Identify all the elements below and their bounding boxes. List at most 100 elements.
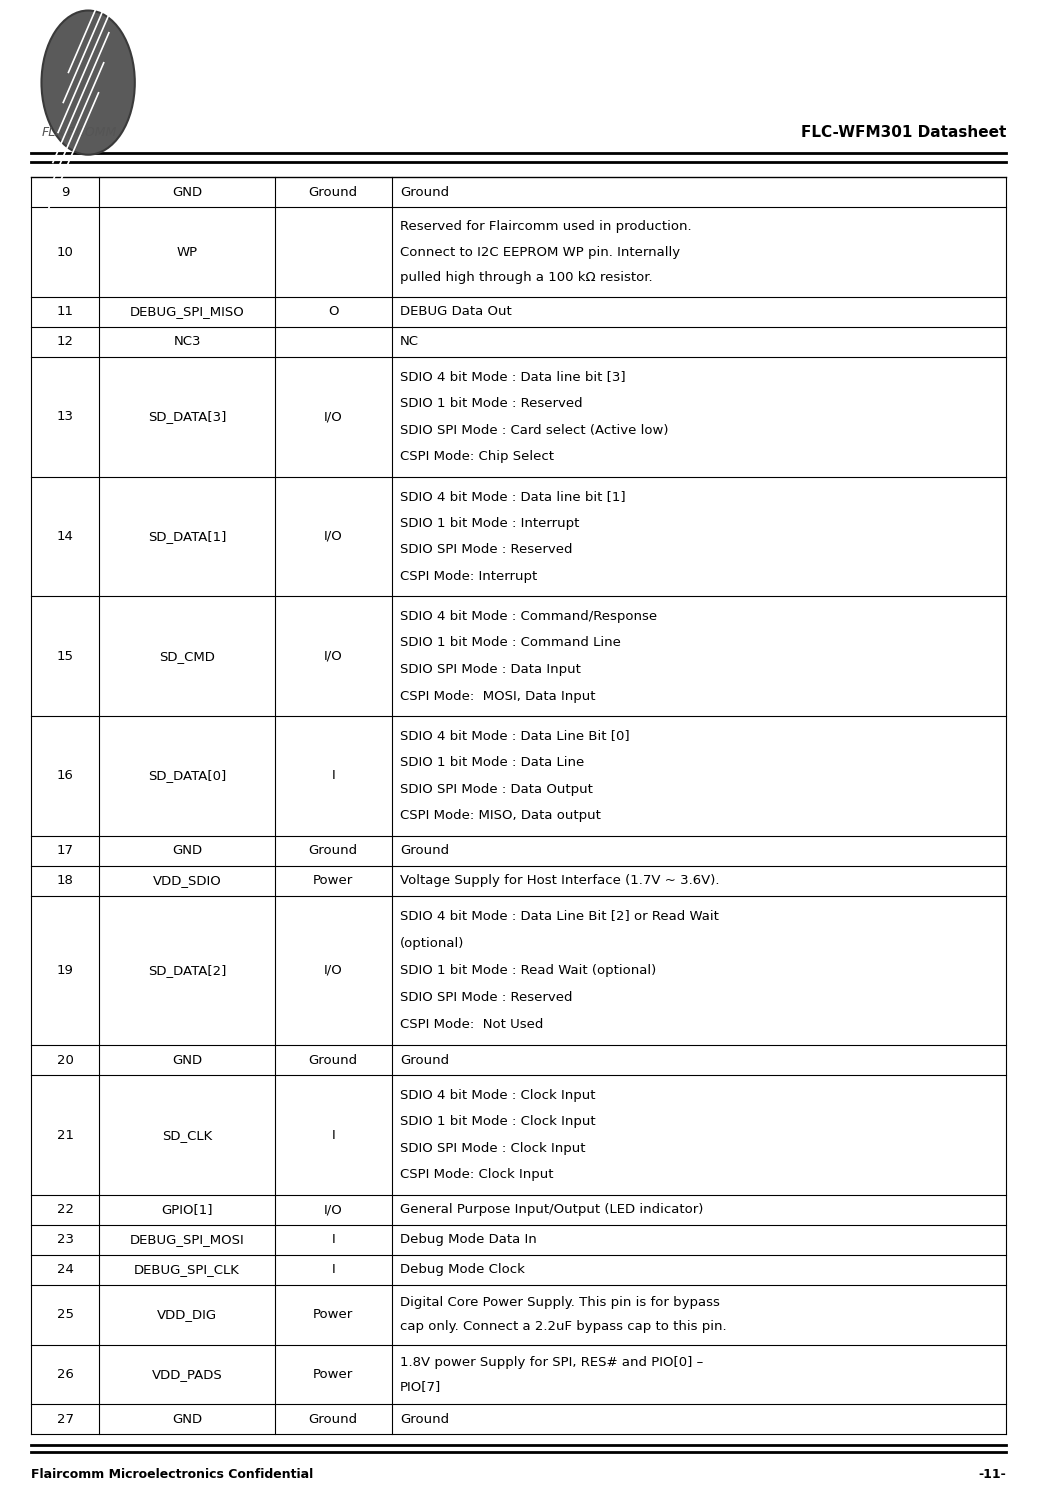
Text: VDD_PADS: VDD_PADS bbox=[151, 1368, 223, 1380]
Text: CSPI Mode: MISO, Data output: CSPI Mode: MISO, Data output bbox=[400, 810, 601, 822]
Text: CSPI Mode:  MOSI, Data Input: CSPI Mode: MOSI, Data Input bbox=[400, 689, 595, 703]
Text: SDIO 1 bit Mode : Read Wait (optional): SDIO 1 bit Mode : Read Wait (optional) bbox=[400, 964, 656, 976]
Text: GND: GND bbox=[172, 1054, 202, 1066]
Text: VDD_SDIO: VDD_SDIO bbox=[152, 874, 222, 888]
Text: 20: 20 bbox=[57, 1054, 74, 1066]
Text: NC3: NC3 bbox=[173, 335, 201, 348]
Text: CSPI Mode: Chip Select: CSPI Mode: Chip Select bbox=[400, 451, 554, 463]
Text: SD_CLK: SD_CLK bbox=[162, 1128, 213, 1142]
Text: GND: GND bbox=[172, 186, 202, 198]
Text: SDIO SPI Mode : Reserved: SDIO SPI Mode : Reserved bbox=[400, 991, 572, 1005]
Text: SDIO SPI Mode : Data Input: SDIO SPI Mode : Data Input bbox=[400, 662, 581, 676]
Text: 15: 15 bbox=[57, 650, 74, 662]
Text: General Purpose Input/Output (LED indicator): General Purpose Input/Output (LED indica… bbox=[400, 1203, 703, 1217]
Text: Power: Power bbox=[313, 874, 354, 888]
Text: SDIO 4 bit Mode : Command/Response: SDIO 4 bit Mode : Command/Response bbox=[400, 610, 657, 623]
Text: I/O: I/O bbox=[324, 1203, 342, 1217]
Text: SD_DATA[0]: SD_DATA[0] bbox=[148, 769, 226, 783]
Text: 9: 9 bbox=[61, 186, 69, 198]
Text: SDIO 1 bit Mode : Reserved: SDIO 1 bit Mode : Reserved bbox=[400, 397, 583, 410]
Text: 13: 13 bbox=[57, 410, 74, 424]
Text: 21: 21 bbox=[57, 1128, 74, 1142]
Text: 18: 18 bbox=[57, 874, 74, 888]
Text: Voltage Supply for Host Interface (1.7V ~ 3.6V).: Voltage Supply for Host Interface (1.7V … bbox=[400, 874, 720, 888]
Text: 24: 24 bbox=[57, 1263, 74, 1277]
Text: I/O: I/O bbox=[324, 964, 342, 976]
Text: SDIO 1 bit Mode : Data Line: SDIO 1 bit Mode : Data Line bbox=[400, 756, 584, 769]
Text: Reserved for Flaircomm used in production.: Reserved for Flaircomm used in productio… bbox=[400, 219, 692, 233]
Text: GND: GND bbox=[172, 1413, 202, 1425]
Text: SDIO 4 bit Mode : Clock Input: SDIO 4 bit Mode : Clock Input bbox=[400, 1089, 595, 1101]
Text: I/O: I/O bbox=[324, 410, 342, 424]
Text: 1.8V power Supply for SPI, RES# and PIO[0] –: 1.8V power Supply for SPI, RES# and PIO[… bbox=[400, 1356, 703, 1368]
Text: 22: 22 bbox=[57, 1203, 74, 1217]
Text: 11: 11 bbox=[57, 305, 74, 318]
Text: SD_DATA[1]: SD_DATA[1] bbox=[148, 530, 226, 542]
Text: Ground: Ground bbox=[309, 1413, 358, 1425]
Text: -11-: -11- bbox=[978, 1469, 1006, 1481]
Text: (optional): (optional) bbox=[400, 937, 465, 949]
Text: CSPI Mode: Interrupt: CSPI Mode: Interrupt bbox=[400, 569, 537, 583]
Text: Debug Mode Data In: Debug Mode Data In bbox=[400, 1233, 537, 1247]
Text: FLAIRCOMM: FLAIRCOMM bbox=[41, 126, 117, 138]
Text: I: I bbox=[332, 1128, 335, 1142]
Text: SDIO 4 bit Mode : Data line bit [1]: SDIO 4 bit Mode : Data line bit [1] bbox=[400, 490, 625, 503]
Text: pulled high through a 100 kΩ resistor.: pulled high through a 100 kΩ resistor. bbox=[400, 272, 652, 284]
Text: O: O bbox=[328, 305, 338, 318]
Text: Power: Power bbox=[313, 1368, 354, 1380]
Text: SD_DATA[2]: SD_DATA[2] bbox=[148, 964, 226, 976]
Ellipse shape bbox=[41, 11, 135, 155]
Text: I: I bbox=[332, 1263, 335, 1277]
Text: NC: NC bbox=[400, 335, 419, 348]
Text: 14: 14 bbox=[57, 530, 74, 542]
Text: SDIO 4 bit Mode : Data Line Bit [2] or Read Wait: SDIO 4 bit Mode : Data Line Bit [2] or R… bbox=[400, 910, 719, 922]
Text: cap only. Connect a 2.2uF bypass cap to this pin.: cap only. Connect a 2.2uF bypass cap to … bbox=[400, 1320, 727, 1334]
Text: Power: Power bbox=[313, 1308, 354, 1322]
Text: SDIO SPI Mode : Card select (Active low): SDIO SPI Mode : Card select (Active low) bbox=[400, 424, 669, 437]
Text: DEBUG_SPI_CLK: DEBUG_SPI_CLK bbox=[134, 1263, 240, 1277]
Text: Ground: Ground bbox=[400, 844, 449, 858]
Text: SDIO SPI Mode : Data Output: SDIO SPI Mode : Data Output bbox=[400, 783, 593, 796]
Text: SDIO SPI Mode : Clock Input: SDIO SPI Mode : Clock Input bbox=[400, 1142, 586, 1155]
Text: Ground: Ground bbox=[400, 1413, 449, 1425]
Text: I/O: I/O bbox=[324, 530, 342, 542]
Text: VDD_DIG: VDD_DIG bbox=[157, 1308, 217, 1322]
Text: CSPI Mode: Clock Input: CSPI Mode: Clock Input bbox=[400, 1169, 554, 1182]
Text: 17: 17 bbox=[57, 844, 74, 858]
Text: PIO[7]: PIO[7] bbox=[400, 1380, 442, 1392]
Text: Ground: Ground bbox=[400, 186, 449, 198]
Text: 27: 27 bbox=[57, 1413, 74, 1425]
Text: SDIO SPI Mode : Reserved: SDIO SPI Mode : Reserved bbox=[400, 544, 572, 556]
Text: SDIO 1 bit Mode : Command Line: SDIO 1 bit Mode : Command Line bbox=[400, 637, 621, 649]
Text: Ground: Ground bbox=[309, 1054, 358, 1066]
Text: 16: 16 bbox=[57, 769, 74, 783]
Text: SDIO 1 bit Mode : Clock Input: SDIO 1 bit Mode : Clock Input bbox=[400, 1116, 595, 1128]
Text: DEBUG_SPI_MISO: DEBUG_SPI_MISO bbox=[130, 305, 245, 318]
Text: 19: 19 bbox=[57, 964, 74, 976]
Text: GND: GND bbox=[172, 844, 202, 858]
Text: 12: 12 bbox=[57, 335, 74, 348]
Text: SDIO 4 bit Mode : Data Line Bit [0]: SDIO 4 bit Mode : Data Line Bit [0] bbox=[400, 730, 629, 742]
Text: DEBUG_SPI_MOSI: DEBUG_SPI_MOSI bbox=[130, 1233, 245, 1247]
Text: WP: WP bbox=[176, 245, 198, 258]
Text: Ground: Ground bbox=[309, 844, 358, 858]
Text: Digital Core Power Supply. This pin is for bypass: Digital Core Power Supply. This pin is f… bbox=[400, 1296, 720, 1310]
Text: Debug Mode Clock: Debug Mode Clock bbox=[400, 1263, 525, 1277]
Text: 10: 10 bbox=[57, 245, 74, 258]
Text: DEBUG Data Out: DEBUG Data Out bbox=[400, 305, 512, 318]
Text: FLC-WFM301 Datasheet: FLC-WFM301 Datasheet bbox=[801, 125, 1006, 140]
Text: SD_DATA[3]: SD_DATA[3] bbox=[148, 410, 226, 424]
Text: 23: 23 bbox=[57, 1233, 74, 1247]
Text: SD_CMD: SD_CMD bbox=[159, 650, 215, 662]
Text: SDIO 4 bit Mode : Data line bit [3]: SDIO 4 bit Mode : Data line bit [3] bbox=[400, 371, 625, 383]
Text: 25: 25 bbox=[57, 1308, 74, 1322]
Text: Connect to I2C EEPROM WP pin. Internally: Connect to I2C EEPROM WP pin. Internally bbox=[400, 245, 680, 258]
Text: I: I bbox=[332, 1233, 335, 1247]
Text: I: I bbox=[332, 769, 335, 783]
Text: GPIO[1]: GPIO[1] bbox=[162, 1203, 213, 1217]
Text: Ground: Ground bbox=[400, 1054, 449, 1066]
Text: Flaircomm Microelectronics Confidential: Flaircomm Microelectronics Confidential bbox=[31, 1469, 313, 1481]
Text: CSPI Mode:  Not Used: CSPI Mode: Not Used bbox=[400, 1018, 543, 1032]
Text: Ground: Ground bbox=[309, 186, 358, 198]
Text: I/O: I/O bbox=[324, 650, 342, 662]
